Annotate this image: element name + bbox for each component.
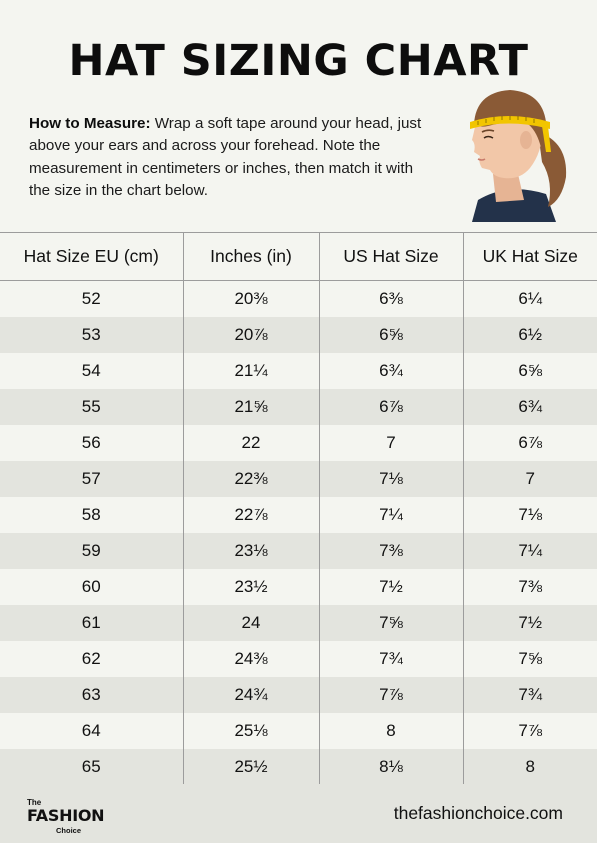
cell-inches: 21¼ — [183, 353, 320, 389]
cell-eu: 55 — [0, 389, 184, 425]
cell-us: 8 — [319, 713, 464, 749]
head-measuring-tape-illustration — [470, 90, 567, 222]
cell-inches: 22 — [183, 425, 320, 461]
logo-the: The — [27, 798, 42, 807]
cell-eu: 54 — [0, 353, 184, 389]
ponytail-shape — [538, 132, 567, 207]
ear-shape — [520, 131, 532, 149]
table-row: 65 25½ 8⅛ 8 — [0, 749, 597, 785]
cell-inches: 24¾ — [183, 677, 320, 713]
header-eu-size: Hat Size EU (cm) — [0, 232, 184, 281]
cell-uk: 7⅜ — [463, 569, 597, 605]
how-to-measure-text: How to Measure: Wrap a soft tape around … — [29, 113, 429, 203]
table-row: 59 23⅛ 7⅜ 7¼ — [0, 533, 597, 569]
cell-uk: 6½ — [463, 317, 597, 353]
cell-inches: 20⅜ — [183, 280, 320, 317]
page-title: HAT SIZING CHART — [68, 36, 529, 86]
cell-uk: 7⅞ — [463, 713, 597, 749]
cell-eu: 56 — [0, 425, 184, 461]
cell-eu: 53 — [0, 317, 184, 353]
cell-uk: 7¼ — [463, 533, 597, 569]
cell-inches: 23½ — [183, 569, 320, 605]
table-row: 64 25⅛ 8 7⅞ — [0, 713, 597, 749]
cell-inches: 25½ — [183, 749, 320, 785]
eyebrow-shape — [481, 129, 495, 133]
cell-uk: 7⅛ — [463, 497, 597, 533]
neck-shape — [493, 174, 524, 202]
footer: The FASHION Choice thefashionchoice.com — [0, 784, 597, 843]
cell-us: 7⅝ — [319, 605, 464, 641]
table-row: 58 22⅞ 7¼ 7⅛ — [0, 497, 597, 533]
table-row: 63 24¾ 7⅞ 7¾ — [0, 677, 597, 713]
table-row: 62 24⅜ 7¾ 7⅝ — [0, 641, 597, 677]
cell-uk: 7⅝ — [463, 641, 597, 677]
cell-us: 7¾ — [319, 641, 464, 677]
how-to-measure-label: How to Measure: — [29, 115, 151, 132]
cell-uk: 6¼ — [463, 280, 597, 317]
brand-logo: The FASHION Choice — [27, 798, 107, 835]
table-row: 61 24 7⅝ 7½ — [0, 605, 597, 641]
measuring-tape-shape — [470, 116, 550, 129]
website-link[interactable]: thefashionchoice.com — [393, 803, 563, 823]
cell-uk: 8 — [463, 749, 597, 785]
logo-choice: Choice — [56, 826, 82, 835]
cell-eu: 61 — [0, 605, 184, 641]
cell-inches: 24⅜ — [183, 641, 320, 677]
shirt-shape — [472, 189, 556, 222]
measuring-tape-end-shape — [542, 126, 551, 152]
header-inches: Inches (in) — [183, 232, 320, 281]
cell-inches: 20⅞ — [183, 317, 320, 353]
cell-inches: 22⅜ — [183, 461, 320, 497]
cell-uk: 6¾ — [463, 389, 597, 425]
eye-shape — [483, 135, 494, 139]
tape-ticks — [477, 116, 535, 125]
table-row: 53 20⅞ 6⅝ 6½ — [0, 317, 597, 353]
how-to-measure-body: Wrap a soft tape around your head, just … — [29, 115, 422, 200]
cell-eu: 52 — [0, 280, 184, 317]
table-header-row: Hat Size EU (cm) Inches (in) US Hat Size… — [0, 232, 597, 281]
cell-uk: 7¾ — [463, 677, 597, 713]
cell-us: 6⅝ — [319, 317, 464, 353]
hat-size-table: Hat Size EU (cm) Inches (in) US Hat Size… — [0, 232, 597, 785]
header-uk-size: UK Hat Size — [463, 232, 597, 281]
header-us-size: US Hat Size — [319, 232, 464, 281]
table-row: 57 22⅜ 7⅛ 7 — [0, 461, 597, 497]
cell-eu: 60 — [0, 569, 184, 605]
cell-us: 8⅛ — [319, 749, 464, 785]
cell-us: 7⅜ — [319, 533, 464, 569]
cell-eu: 59 — [0, 533, 184, 569]
table-row: 55 21⅝ 6⅞ 6¾ — [0, 389, 597, 425]
cell-uk: 7 — [463, 461, 597, 497]
lips-shape — [477, 158, 486, 161]
cell-inches: 22⅞ — [183, 497, 320, 533]
cell-us: 6⅜ — [319, 280, 464, 317]
cell-us: 7⅛ — [319, 461, 464, 497]
table-row: 60 23½ 7½ 7⅜ — [0, 569, 597, 605]
cell-us: 7¼ — [319, 497, 464, 533]
logo-fashion: FASHION — [27, 806, 105, 825]
cell-inches: 24 — [183, 605, 320, 641]
cell-eu: 65 — [0, 749, 184, 785]
cell-uk: 6⅝ — [463, 353, 597, 389]
cell-us: 7 — [319, 425, 464, 461]
table-row: 52 20⅜ 6⅜ 6¼ — [0, 280, 597, 317]
cell-eu: 63 — [0, 677, 184, 713]
cell-us: 6⅞ — [319, 389, 464, 425]
cell-us: 6¾ — [319, 353, 464, 389]
cell-uk: 6⅞ — [463, 425, 597, 461]
table-row: 56 22 7 6⅞ — [0, 425, 597, 461]
cell-eu: 58 — [0, 497, 184, 533]
table-row: 54 21¼ 6¾ 6⅝ — [0, 353, 597, 389]
cell-us: 7⅞ — [319, 677, 464, 713]
cell-eu: 62 — [0, 641, 184, 677]
cell-inches: 21⅝ — [183, 389, 320, 425]
cell-us: 7½ — [319, 569, 464, 605]
cell-uk: 7½ — [463, 605, 597, 641]
cell-eu: 57 — [0, 461, 184, 497]
cell-inches: 25⅛ — [183, 713, 320, 749]
cell-inches: 23⅛ — [183, 533, 320, 569]
cell-eu: 64 — [0, 713, 184, 749]
